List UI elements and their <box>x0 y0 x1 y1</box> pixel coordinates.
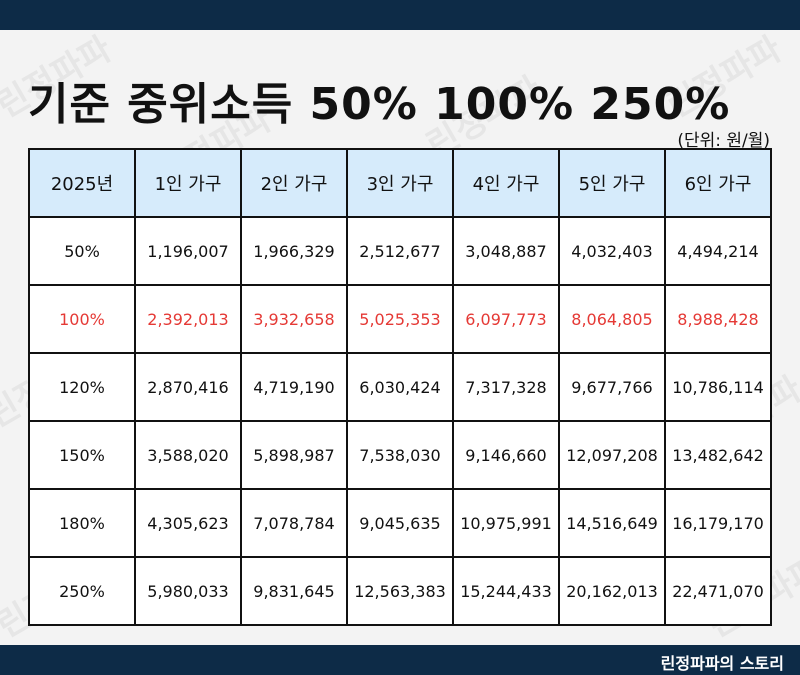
header-cell-year: 2025년 <box>28 148 136 218</box>
table-cell: 20,162,013 <box>558 556 666 626</box>
table-cell: 10,786,114 <box>664 352 772 422</box>
table-cell: 2,512,677 <box>346 216 454 286</box>
content-area: 린정파파 린정파파 린정파파 린정파파 린정파파 린정파파 린정파파 린정파파 … <box>0 30 800 645</box>
top-bar <box>0 0 800 30</box>
table-cell: 5,898,987 <box>240 420 348 490</box>
table-cell: 7,538,030 <box>346 420 454 490</box>
table-cell: 12,563,383 <box>346 556 454 626</box>
row-label: 250% <box>28 556 136 626</box>
table-cell: 14,516,649 <box>558 488 666 558</box>
table-row-highlighted: 100% 2,392,013 3,932,658 5,025,353 6,097… <box>28 284 772 354</box>
row-label: 100% <box>28 284 136 354</box>
page-title: 기준 중위소득 50% 100% 250% <box>28 79 731 130</box>
table-cell: 7,078,784 <box>240 488 348 558</box>
table-cell: 2,392,013 <box>134 284 242 354</box>
table-cell: 22,471,070 <box>664 556 772 626</box>
table-cell: 12,097,208 <box>558 420 666 490</box>
table-row: 250% 5,980,033 9,831,645 12,563,383 15,2… <box>28 556 772 626</box>
row-label: 120% <box>28 352 136 422</box>
table-row: 120% 2,870,416 4,719,190 6,030,424 7,317… <box>28 352 772 422</box>
header-cell: 3인 가구 <box>346 148 454 218</box>
table-cell: 6,097,773 <box>452 284 560 354</box>
table-cell: 1,966,329 <box>240 216 348 286</box>
table-header-row: 2025년 1인 가구 2인 가구 3인 가구 4인 가구 5인 가구 6인 가… <box>28 148 772 218</box>
table-cell: 16,179,170 <box>664 488 772 558</box>
table-cell: 7,317,328 <box>452 352 560 422</box>
income-table: 2025년 1인 가구 2인 가구 3인 가구 4인 가구 5인 가구 6인 가… <box>28 148 772 626</box>
table-row: 150% 3,588,020 5,898,987 7,538,030 9,146… <box>28 420 772 490</box>
table-cell: 1,196,007 <box>134 216 242 286</box>
table-cell: 3,932,658 <box>240 284 348 354</box>
header-cell: 5인 가구 <box>558 148 666 218</box>
table-cell: 5,025,353 <box>346 284 454 354</box>
table-cell: 3,588,020 <box>134 420 242 490</box>
table-cell: 4,032,403 <box>558 216 666 286</box>
table-cell: 9,045,635 <box>346 488 454 558</box>
table-cell: 4,719,190 <box>240 352 348 422</box>
header-cell: 6인 가구 <box>664 148 772 218</box>
table-cell: 15,244,433 <box>452 556 560 626</box>
table-cell: 8,064,805 <box>558 284 666 354</box>
table-row: 180% 4,305,623 7,078,784 9,045,635 10,97… <box>28 488 772 558</box>
table-cell: 10,975,991 <box>452 488 560 558</box>
table-cell: 9,677,766 <box>558 352 666 422</box>
table-cell: 4,494,214 <box>664 216 772 286</box>
unit-note: (단위: 원/월) <box>677 131 770 151</box>
table-cell: 2,870,416 <box>134 352 242 422</box>
footer-credit: 린정파파의 스토리 <box>660 654 784 673</box>
header-cell: 4인 가구 <box>452 148 560 218</box>
table-row: 50% 1,196,007 1,966,329 2,512,677 3,048,… <box>28 216 772 286</box>
table-cell: 4,305,623 <box>134 488 242 558</box>
table-cell: 5,980,033 <box>134 556 242 626</box>
table-cell: 3,048,887 <box>452 216 560 286</box>
header-cell: 2인 가구 <box>240 148 348 218</box>
row-label: 150% <box>28 420 136 490</box>
table-cell: 6,030,424 <box>346 352 454 422</box>
row-label: 50% <box>28 216 136 286</box>
table-cell: 8,988,428 <box>664 284 772 354</box>
header-cell: 1인 가구 <box>134 148 242 218</box>
table-cell: 13,482,642 <box>664 420 772 490</box>
table-cell: 9,146,660 <box>452 420 560 490</box>
table-cell: 9,831,645 <box>240 556 348 626</box>
footer-bar: 린정파파의 스토리 <box>0 645 800 675</box>
row-label: 180% <box>28 488 136 558</box>
